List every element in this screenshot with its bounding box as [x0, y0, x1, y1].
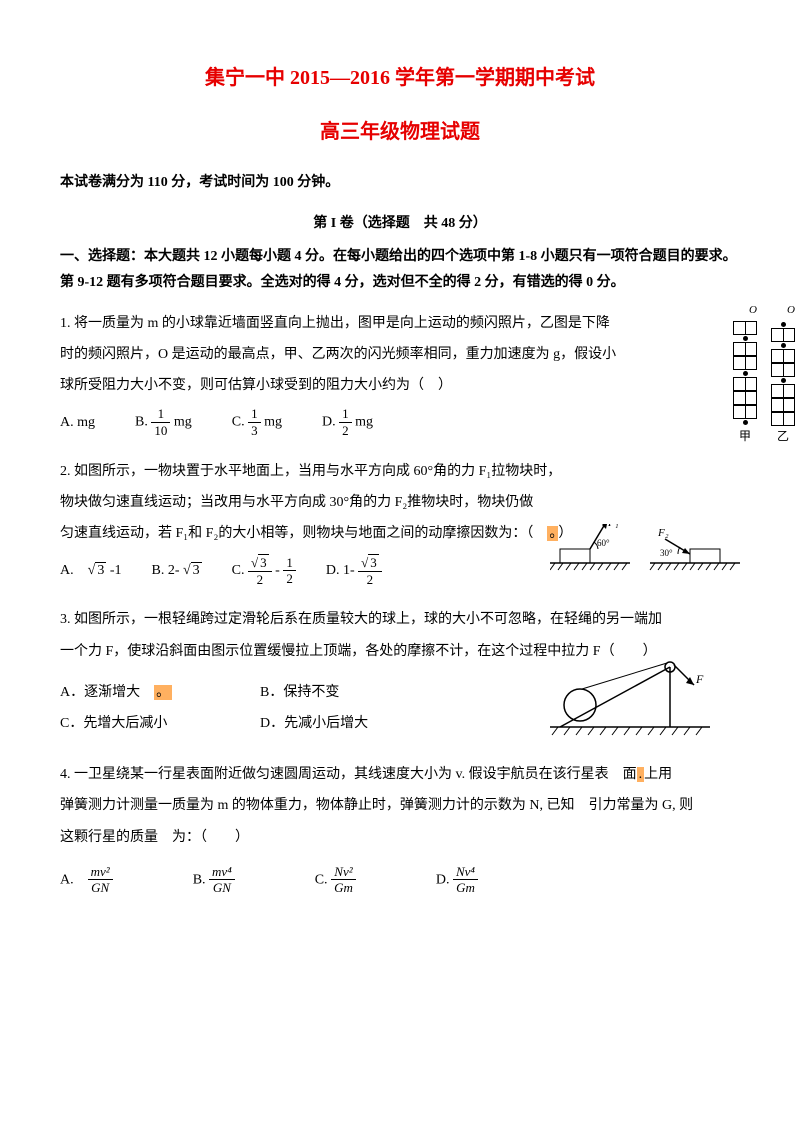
- exam-info: 本试卷满分为 110 分，考试时间为 100 分钟。: [60, 170, 740, 195]
- q2-figure: F₁ 60° F₂ 30°: [550, 524, 740, 574]
- q1-options: A. mg B. 110 mg C. 13 mg D. 12 mg: [60, 406, 740, 438]
- q3-figure: F: [550, 657, 710, 737]
- q2-line2: 物块做匀速直线运动；当改用与水平方向成 30°角的力 F₂推物块时，物块仍做: [60, 490, 740, 515]
- svg-text:F: F: [695, 672, 704, 686]
- q1-optA: A. mg: [60, 410, 95, 435]
- q1-optD: D. 12 mg: [322, 406, 373, 438]
- q4-optA: A. mv²GN: [60, 864, 113, 896]
- q3-optC: C．先增大后减小: [60, 711, 260, 736]
- q4-optB: B. mv⁴GN: [193, 864, 235, 896]
- question-4: 4. 一卫星绕某一行星表面附近做匀速圆周运动，其线速度大小为 v. 假设宇航员在…: [60, 762, 740, 896]
- q1-line1: 1. 将一质量为 m 的小球靠近墙面竖直向上抛出，图甲是向上运动的频闪照片，乙图…: [60, 311, 740, 336]
- q2-line1: 2. 如图所示，一物块置于水平地面上，当用与水平方向成 60°角的力 F₁拉物块…: [60, 459, 740, 484]
- q3-options: A．逐渐增大 。 B．保持不变 C．先增大后减小 D．先减小后增大: [60, 680, 460, 742]
- q4-optC: C. Nv²Gm: [315, 864, 356, 896]
- q2-optB: B. 2- 3: [151, 558, 201, 583]
- q1-optB: B. 110 mg: [135, 406, 192, 438]
- q2-optA: A. 3 -1: [60, 558, 121, 583]
- question-3: 3. 如图所示，一根轻绳跨过定滑轮后系在质量较大的球上，球的大小不可忽略，在轻绳…: [60, 607, 740, 742]
- sub-title: 高三年级物理试题: [60, 114, 740, 150]
- q4-line2: 弹簧测力计测量一质量为 m 的物体重力，物体静止时，弹簧测力计的示数为 N, 已…: [60, 793, 740, 818]
- q1-line2: 时的频闪照片，O 是运动的最高点，甲、乙两次的闪光频率相同，重力加速度为 g，假…: [60, 342, 740, 367]
- question-1: O 甲 O: [60, 311, 740, 439]
- question-2: 2. 如图所示，一物块置于水平地面上，当用与水平方向成 60°角的力 F₁拉物块…: [60, 459, 740, 588]
- q1-optC: C. 13 mg: [232, 406, 282, 438]
- instructions: 一、选择题：本大题共 12 小题每小题 4 分。在每小题给出的四个选项中第 1-…: [60, 244, 740, 294]
- q4-line1: 4. 一卫星绕某一行星表面附近做匀速圆周运动，其线速度大小为 v. 假设宇航员在…: [60, 762, 740, 787]
- q1-line3: 球所受阻力大小不变，则可估算小球受到的阻力大小约为（ ）: [60, 373, 740, 398]
- svg-text:F₂: F₂: [657, 527, 669, 539]
- svg-text:60°: 60°: [597, 538, 610, 548]
- q3-optD: D．先减小后增大: [260, 711, 460, 736]
- svg-text:30°: 30°: [660, 548, 673, 558]
- q4-optD: D. Nv⁴Gm: [436, 864, 478, 896]
- main-title: 集宁一中 2015—2016 学年第一学期期中考试: [60, 60, 740, 96]
- q2-optC: C. 32 - 12: [232, 554, 296, 587]
- svg-text:F₁: F₁: [607, 524, 619, 529]
- q3-line1: 3. 如图所示，一根轻绳跨过定滑轮后系在质量较大的球上，球的大小不可忽略，在轻绳…: [60, 607, 740, 632]
- section-header: 第 I 卷（选择题 共 48 分）: [60, 211, 740, 236]
- q1-figure: O 甲 O: [730, 301, 790, 421]
- q4-options: A. mv²GN B. mv⁴GN C. Nv²Gm D. Nv⁴Gm: [60, 864, 740, 896]
- q3-optA: A．逐渐增大 。: [60, 680, 260, 705]
- q3-optB: B．保持不变: [260, 680, 460, 705]
- q2-optD: D. 1- 32: [326, 554, 382, 587]
- q4-line3: 这颗行星的质量 为：（ ）: [60, 825, 740, 850]
